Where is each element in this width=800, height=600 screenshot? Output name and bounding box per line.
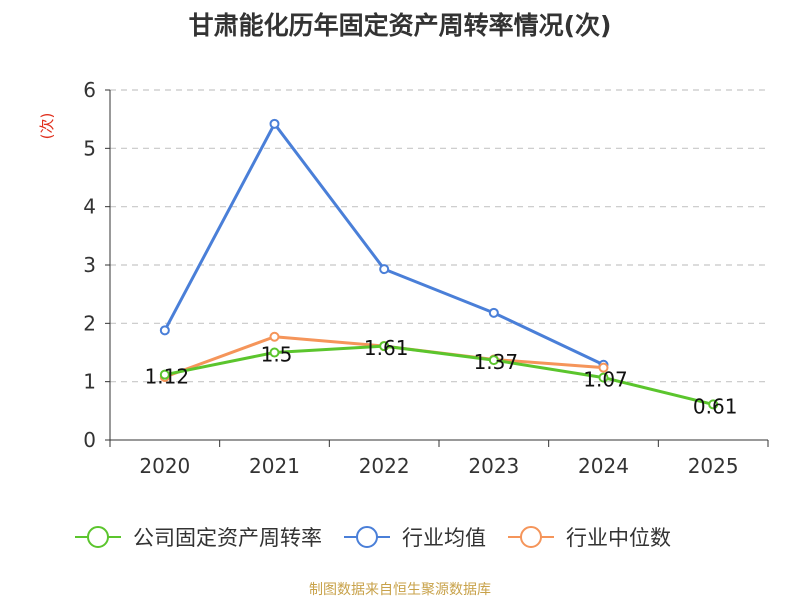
data-point-0 <box>269 347 280 358</box>
data-point-0 <box>598 372 609 383</box>
x-tick-label: 2022 <box>359 454 410 478</box>
x-tick-label: 2021 <box>249 454 300 478</box>
source-note: 制图数据来自恒生聚源数据库 <box>309 582 491 598</box>
data-point-1 <box>159 325 170 336</box>
x-tick-label: 2023 <box>468 454 519 478</box>
data-point-1 <box>269 118 280 129</box>
data-point-0 <box>379 341 390 352</box>
data-label: 1.07 <box>583 368 628 392</box>
x-tick-label: 2025 <box>688 454 739 478</box>
legend-label: 行业中位数 <box>566 526 671 550</box>
legend-item-0[interactable]: 公司固定资产周转率 <box>75 526 322 550</box>
y-axis-title: (次) <box>38 113 56 140</box>
legend-marker <box>87 526 109 548</box>
data-label: 1.37 <box>474 350 519 374</box>
data-point-0 <box>708 399 719 410</box>
legend-marker <box>356 526 378 548</box>
y-tick-label: 3 <box>83 253 96 277</box>
legend-label: 行业均值 <box>402 526 486 550</box>
data-label: 1.5 <box>261 343 293 367</box>
data-labels: 1.12 1.5 1.61 1.37 1.07 0.61 <box>145 336 738 418</box>
y-tick-label: 6 <box>83 78 96 102</box>
y-tick-label: 5 <box>83 136 96 160</box>
y-tick-label: 2 <box>83 311 96 335</box>
data-label: 0.61 <box>693 394 738 418</box>
data-point-2 <box>269 331 280 342</box>
data-point-1 <box>379 264 390 275</box>
legend-item-1[interactable]: 行业均值 <box>344 526 486 550</box>
y-tick-label: 0 <box>83 428 96 452</box>
data-point-1 <box>488 307 499 318</box>
data-point-0 <box>488 355 499 366</box>
data-point-2 <box>598 362 609 373</box>
data-label: 1.61 <box>364 336 409 360</box>
data-point-0 <box>159 369 170 380</box>
grid-lines <box>110 89 768 383</box>
data-label: 1.12 <box>145 365 190 389</box>
y-tick-label: 4 <box>83 195 96 219</box>
x-tick-label: 2020 <box>139 454 190 478</box>
axes: 0 1 2 3 4 5 6 2020 2021 2022 2023 2024 2025 (次) <box>38 78 769 478</box>
series-lines <box>159 118 719 410</box>
legend-label: 公司固定资产周转率 <box>133 526 322 550</box>
x-tick-label: 2024 <box>578 454 629 478</box>
series-line-1 <box>163 122 605 367</box>
chart-title: 甘肃能化历年固定资产周转率情况(次) <box>188 11 612 40</box>
legend: 公司固定资产周转率 行业均值 行业中位数 <box>75 526 671 550</box>
series-line-0 <box>164 344 714 406</box>
legend-item-2[interactable]: 行业中位数 <box>508 526 671 550</box>
y-tick-label: 1 <box>83 370 96 394</box>
legend-marker <box>520 526 542 548</box>
